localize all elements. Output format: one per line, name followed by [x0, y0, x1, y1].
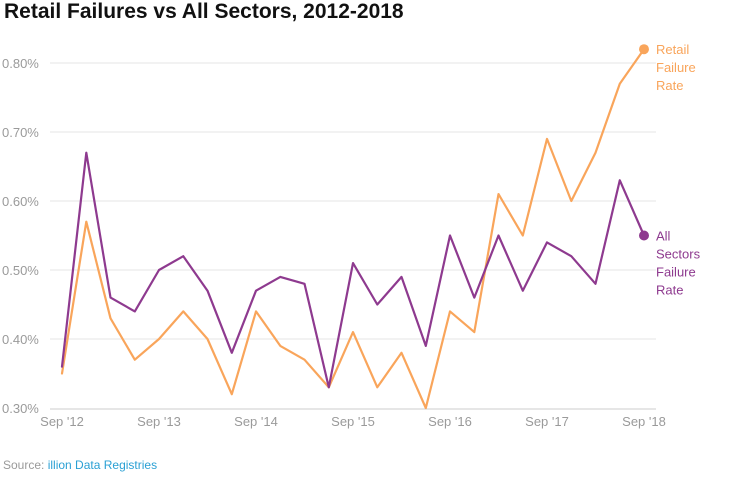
series-label-all: All Sectors Failure Rate: [656, 229, 701, 298]
chart-title: Retail Failures vs All Sectors, 2012-201…: [4, 0, 404, 23]
x-tick-label: Sep '12: [40, 414, 84, 429]
source-note: Source: illion Data Registries: [3, 458, 157, 472]
x-tick-label: Sep '13: [137, 414, 181, 429]
y-tick-label: 0.50%: [2, 263, 39, 278]
end-marker-all: [639, 230, 649, 241]
x-tick-label: Sep '17: [525, 414, 569, 429]
x-tick-label: Sep '15: [331, 414, 375, 429]
y-tick-label: 0.70%: [2, 125, 39, 140]
series-line-retail: [60, 48, 646, 410]
source-prefix: Source:: [3, 458, 48, 472]
end-marker-retail: [639, 44, 649, 55]
y-tick-label: 0.40%: [2, 332, 39, 347]
x-tick-label: Sep '16: [428, 414, 472, 429]
y-tick-label: 0.30%: [2, 401, 39, 416]
y-tick-label: 0.80%: [2, 56, 39, 71]
series-line-all: [60, 151, 646, 389]
y-tick-label: 0.60%: [2, 194, 39, 209]
series-label-retail: Retail Failure Rate: [656, 42, 696, 93]
source-link[interactable]: illion Data Registries: [47, 458, 158, 472]
x-tick-label: Sep '18: [622, 414, 666, 429]
x-tick-label: Sep '14: [234, 414, 278, 429]
